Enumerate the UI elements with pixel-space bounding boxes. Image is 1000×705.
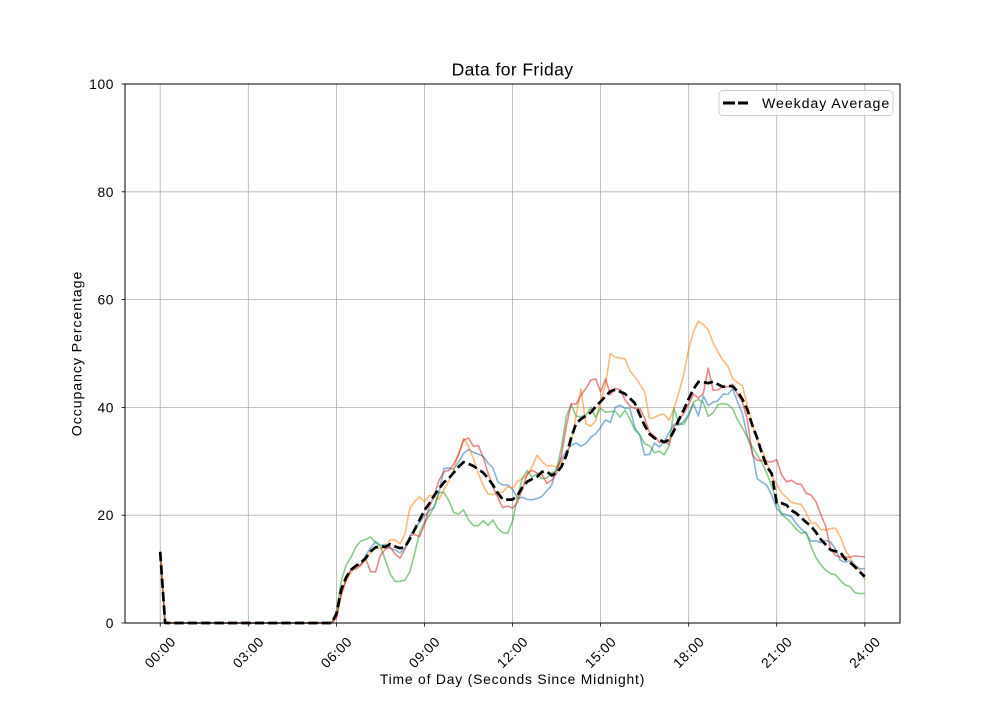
svg-text:0: 0 (106, 616, 114, 631)
svg-text:Occupancy Percentage: Occupancy Percentage (70, 271, 86, 436)
svg-text:80: 80 (97, 185, 114, 200)
svg-text:100: 100 (89, 77, 114, 92)
svg-text:Weekday Average: Weekday Average (762, 96, 890, 112)
svg-text:Data for Friday: Data for Friday (452, 60, 574, 80)
svg-text:60: 60 (97, 293, 114, 308)
svg-text:20: 20 (97, 508, 114, 523)
svg-text:Time of Day (Seconds Since Mid: Time of Day (Seconds Since Midnight) (380, 671, 645, 687)
svg-text:40: 40 (97, 400, 114, 415)
